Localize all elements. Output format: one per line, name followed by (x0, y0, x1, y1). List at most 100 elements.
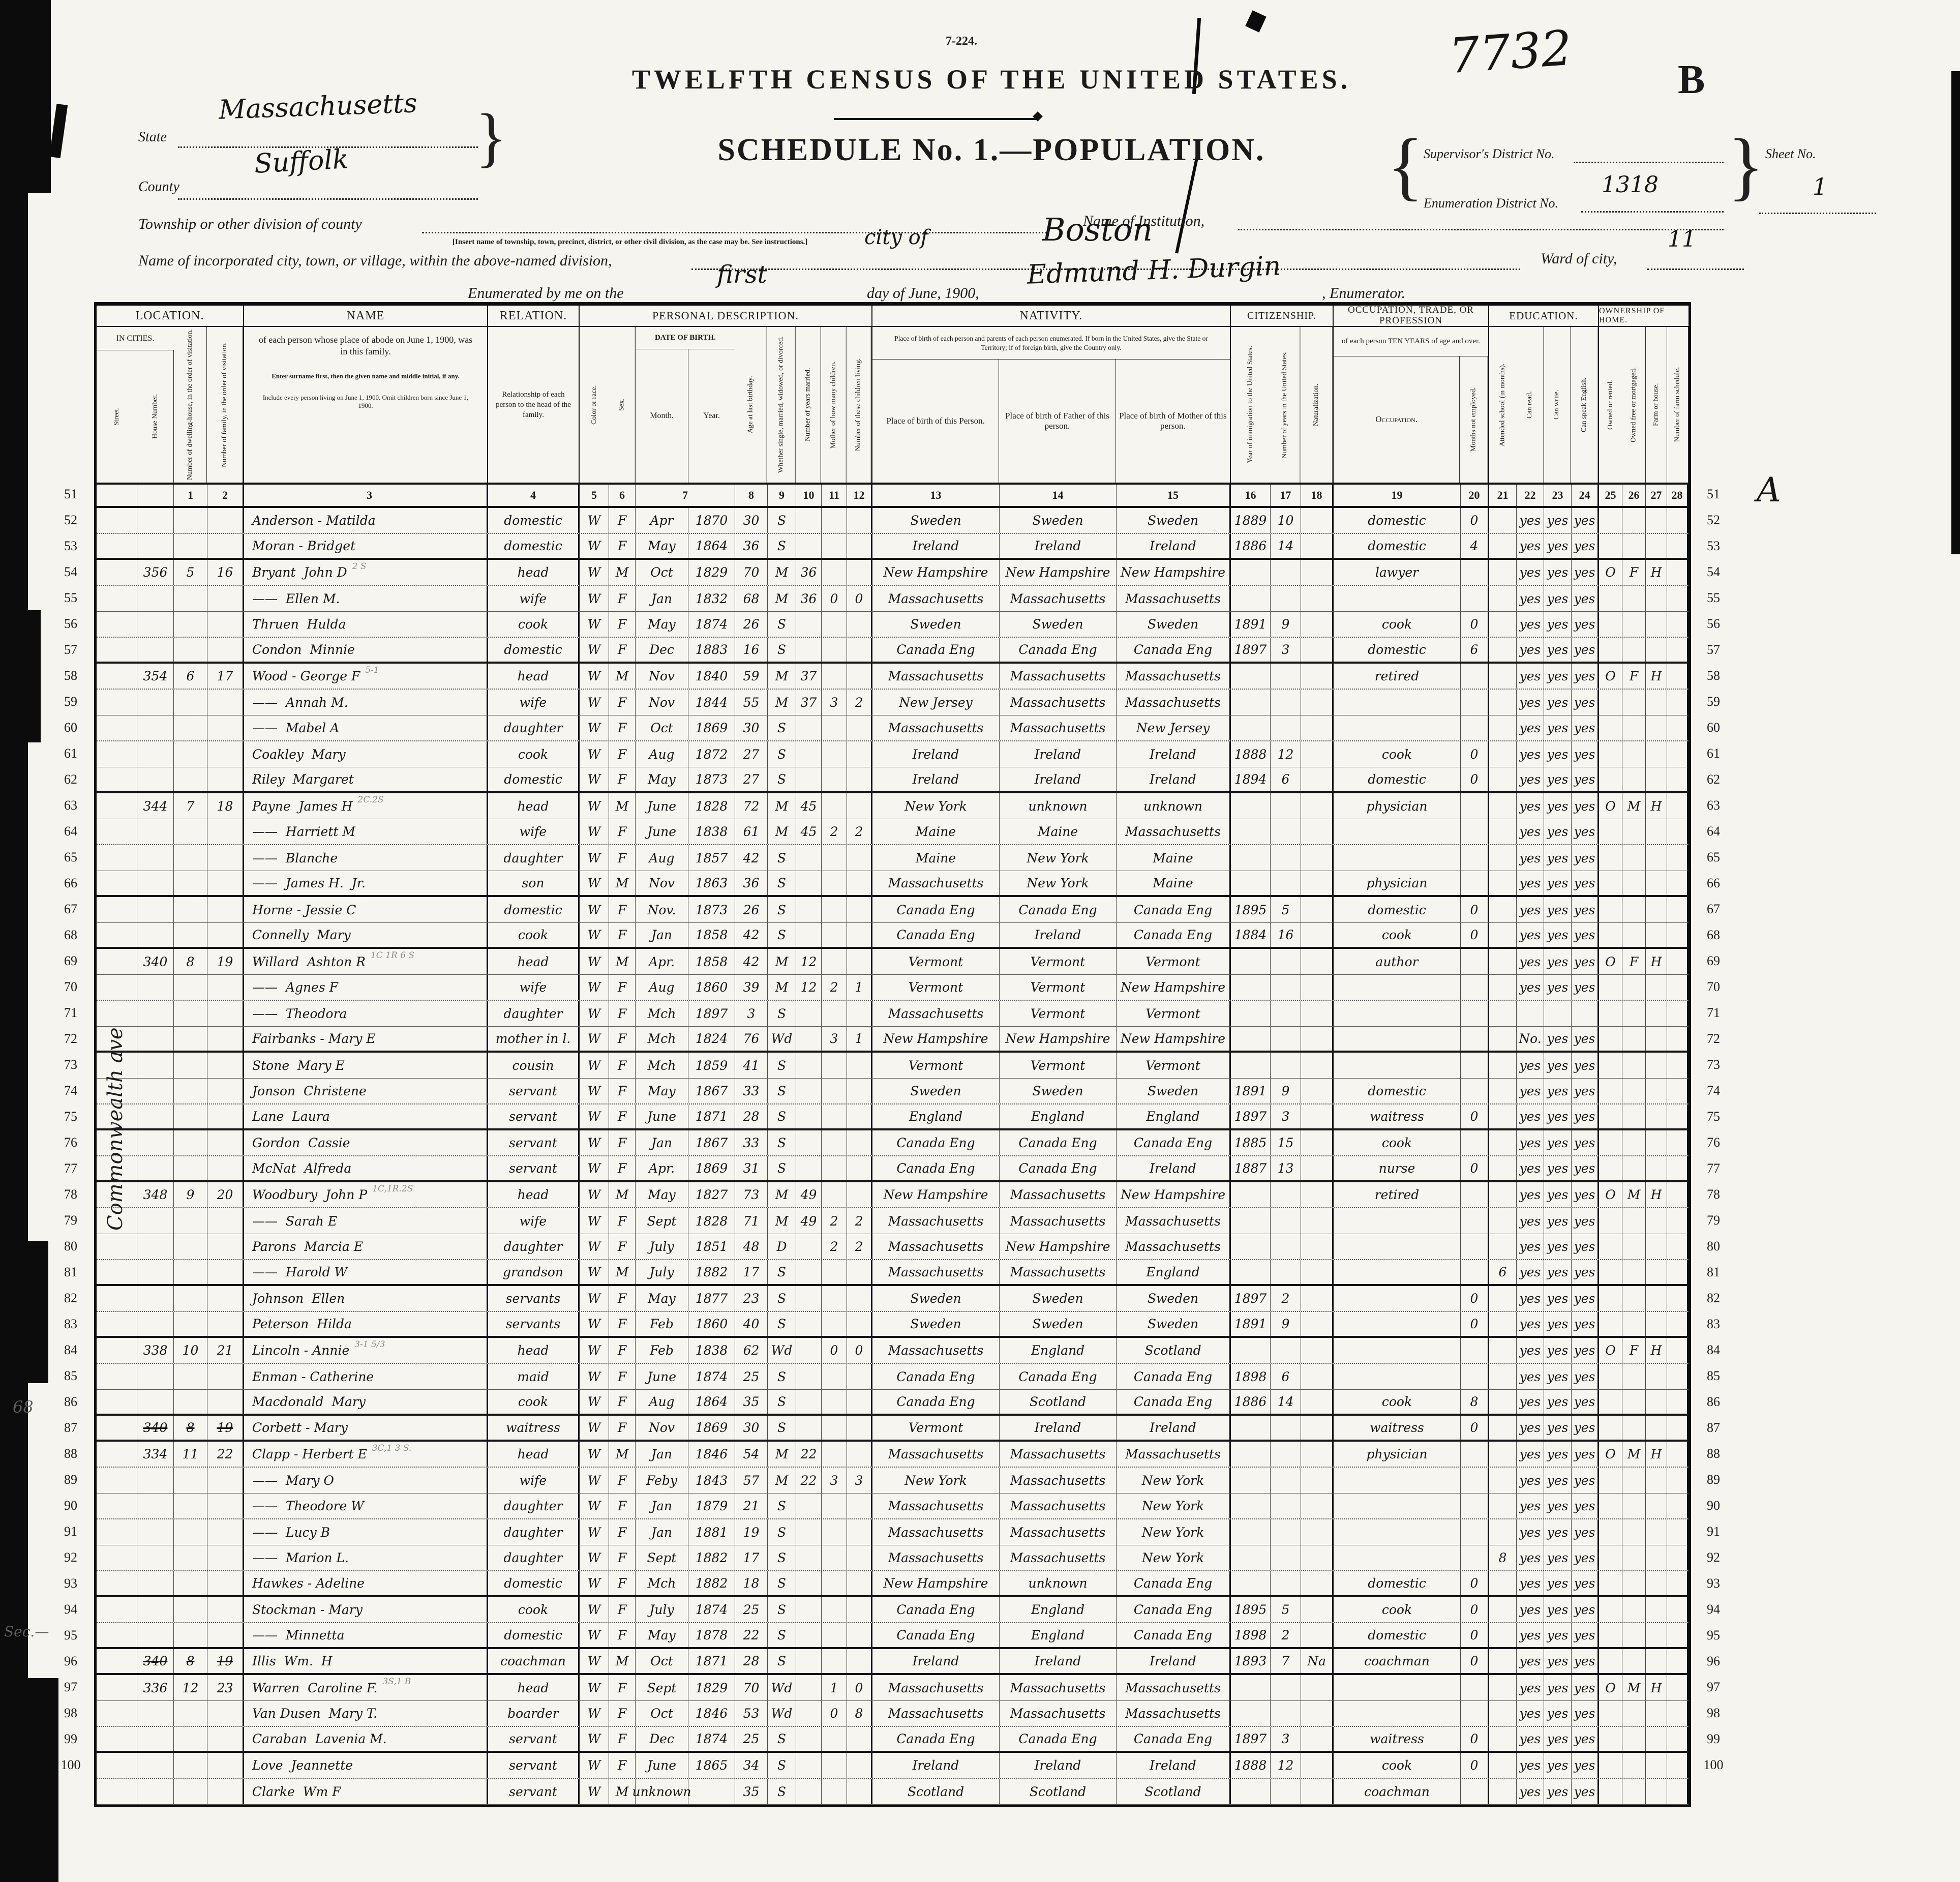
cell-name: —— Minnetta (244, 1623, 488, 1647)
cell-ym (796, 1701, 822, 1726)
cell-s: M (609, 871, 636, 895)
cell-age: 35 (735, 1779, 768, 1804)
cell-fs (1667, 975, 1688, 1000)
enum-district-label: Enumeration District No. (1424, 196, 1559, 211)
cell-pm: Ireland (1117, 767, 1231, 791)
cell-name: Johnson Ellen (244, 1286, 488, 1311)
cell-na (1301, 1027, 1334, 1051)
cell-st (97, 690, 137, 715)
cell-oc (1334, 1545, 1461, 1570)
cell-yr (688, 1779, 735, 1804)
cell-fh (1646, 1519, 1667, 1545)
cell-fam: 19 (207, 1416, 244, 1440)
cell-oc (1334, 1519, 1461, 1545)
cell-s: F (609, 1312, 636, 1336)
cell-mo: Feby (636, 1468, 688, 1493)
cell-yr: 1869 (688, 1416, 735, 1440)
column-number-20: 20 (1461, 485, 1489, 506)
cell-fam (207, 638, 244, 662)
row-number: 85 (1707, 1368, 1720, 1383)
cell-yu (1271, 1545, 1301, 1570)
cell-fh (1646, 1234, 1667, 1259)
column-number-23: 23 (1544, 485, 1572, 506)
cell-as (1489, 741, 1517, 767)
cell-wr: yes (1544, 897, 1572, 922)
cell-ym (796, 1338, 822, 1363)
cell-yr: 1874 (688, 1727, 735, 1751)
cell-fh: H (1646, 560, 1667, 585)
cell-s: F (609, 508, 636, 533)
cell-rd: yes (1517, 586, 1544, 611)
cell-na (1301, 1104, 1334, 1128)
cell-as (1489, 975, 1517, 1000)
cell-yu: 6 (1271, 767, 1301, 791)
cell-c: W (580, 1493, 609, 1518)
col-naturalization: Naturalization. (1300, 327, 1333, 483)
cell-mc (822, 1727, 847, 1751)
cell-fm (1622, 1493, 1646, 1518)
cell-rel: domestic (488, 1623, 580, 1647)
row-number: 77 (64, 1160, 77, 1176)
column-number-row: 1 2 3 4 5 6 7 8 9 10 11 12 13 14 15 16 17 18 19 20 21 22 23 24 2… (97, 485, 1688, 508)
cell-rd: yes (1517, 793, 1544, 819)
cell-pm: Maine (1117, 871, 1231, 895)
cell-ym (796, 1079, 822, 1103)
cell-pf: Massachusetts (1000, 690, 1117, 715)
cell-yr: 1827 (688, 1182, 735, 1207)
cell-ym (796, 923, 822, 947)
cell-pm: Massachusetts (1117, 664, 1231, 689)
cell-yr: 1844 (688, 690, 735, 715)
cell-hn: 354 (137, 664, 174, 689)
cell-hn (137, 767, 174, 791)
cell-mc (822, 1416, 847, 1440)
cell-mo: Jan (636, 1519, 688, 1545)
cell-cl (847, 949, 872, 974)
cell-age: 70 (735, 1675, 768, 1700)
cell-pb: New York (872, 793, 1000, 819)
cell-rel: daughter (488, 1545, 580, 1570)
cell-mc (822, 638, 847, 662)
cell-yu (1271, 949, 1301, 974)
cell-na (1301, 560, 1334, 585)
cell-fs (1667, 1156, 1688, 1180)
cell-yr: 1874 (688, 612, 735, 637)
cell-rd: yes (1517, 1390, 1544, 1414)
cell-age: 35 (735, 1390, 768, 1414)
cell-dw (174, 638, 207, 662)
cell-age: 28 (735, 1104, 768, 1128)
cell-c: W (580, 1001, 609, 1026)
cell-fs (1667, 1597, 1688, 1622)
row-number: 94 (64, 1601, 77, 1617)
cell-name: Caraban Lavenia M. (244, 1727, 488, 1751)
cell-pm: Canada Eng (1117, 1390, 1231, 1414)
cell-mo: May (636, 1286, 688, 1311)
cell-fm (1622, 1623, 1646, 1647)
cell-or (1599, 534, 1622, 558)
cell-iy (1231, 560, 1271, 585)
cell-pm: Canada Eng (1117, 1571, 1231, 1595)
cell-dw (174, 923, 207, 947)
cell-fh (1646, 638, 1667, 662)
cell-fam (207, 1364, 244, 1389)
cell-en: yes (1572, 1234, 1599, 1259)
cell-as (1489, 638, 1517, 662)
column-number-13: 13 (872, 485, 1000, 506)
cell-oc: cook (1334, 1597, 1461, 1622)
cell-en: yes (1572, 741, 1599, 767)
cell-c: W (580, 1027, 609, 1051)
cell-st (97, 1130, 137, 1155)
row-number: 86 (64, 1394, 77, 1409)
cell-as (1489, 1182, 1517, 1207)
column-number-hn (137, 485, 174, 506)
cell-c: W (580, 1753, 609, 1778)
cell-fam (207, 1597, 244, 1622)
cell-yu (1271, 1468, 1301, 1493)
cell-oc: coachman (1334, 1779, 1461, 1804)
cell-oc: lawyer (1334, 560, 1461, 585)
cell-s: M (609, 560, 636, 585)
cell-or (1599, 1234, 1622, 1259)
cell-iy (1231, 1493, 1271, 1518)
cell-or (1599, 715, 1622, 740)
